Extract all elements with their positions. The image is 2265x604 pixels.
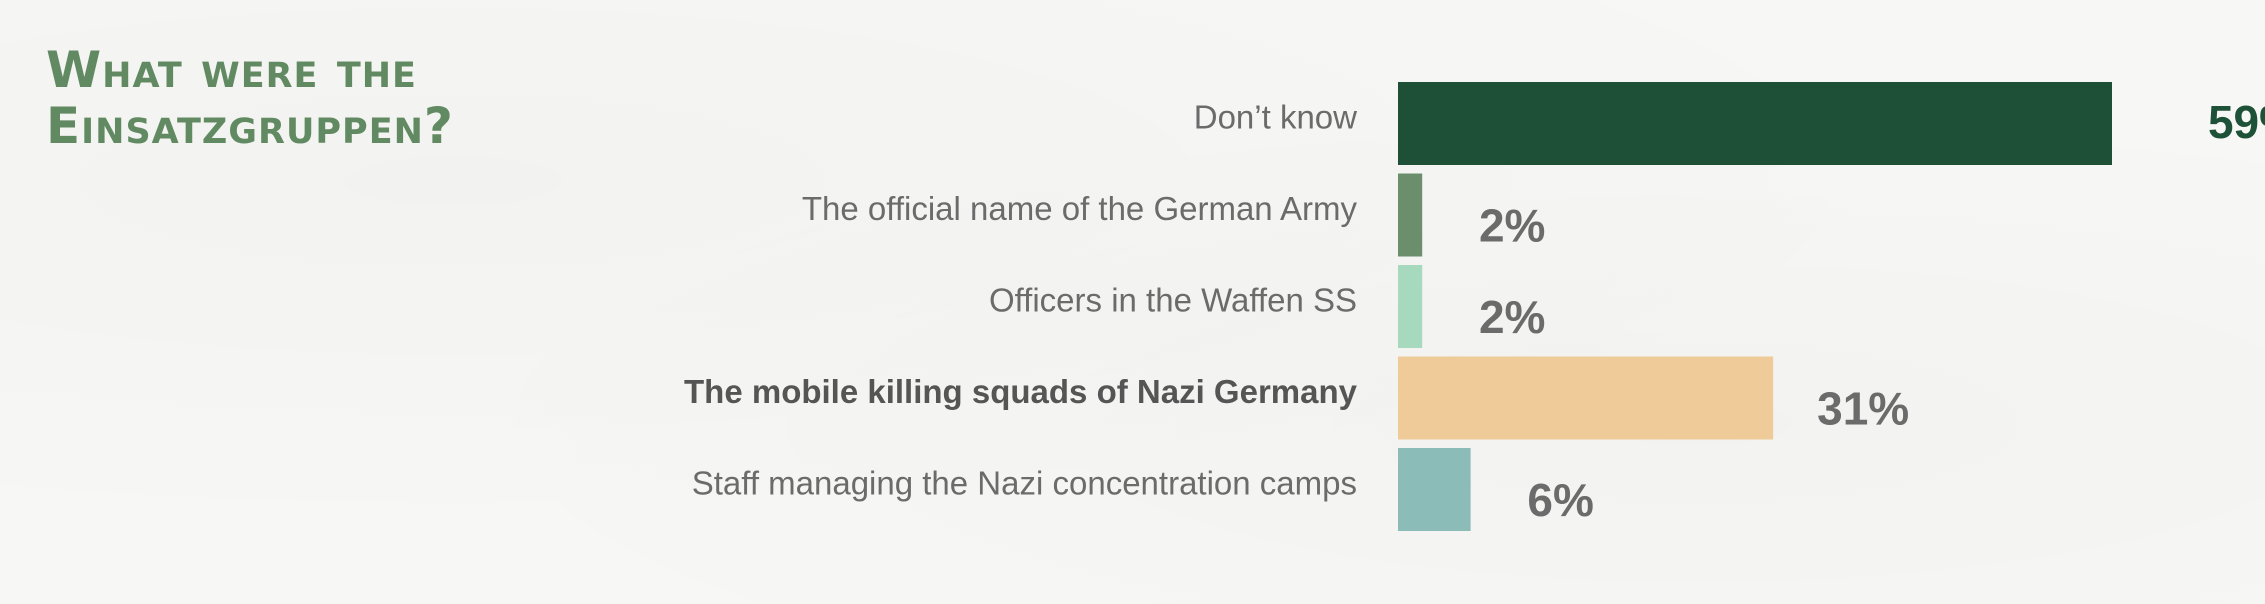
bar-1 xyxy=(1398,82,2112,165)
value-label-1: 59% xyxy=(2208,96,2265,148)
value-label-4: 31% xyxy=(1817,383,1909,435)
category-label-3: Officers in the Waffen SS xyxy=(989,282,1357,319)
category-label-4: The mobile killing squads of Nazi German… xyxy=(684,373,1358,410)
category-label-2: The official name of the German Army xyxy=(802,190,1358,227)
category-label-5: Staff managing the Nazi concentration ca… xyxy=(692,465,1357,502)
title-line-1: What were the xyxy=(46,41,417,99)
title-line-2: Einsatzgruppen? xyxy=(46,97,454,155)
value-label-3: 2% xyxy=(1479,291,1545,343)
chart-title: What were the Einsatzgruppen? xyxy=(46,42,646,154)
category-label-1: Don’t know xyxy=(1194,99,1357,136)
bar-3 xyxy=(1398,265,1423,348)
value-label-2: 2% xyxy=(1479,200,1545,252)
value-label-5: 6% xyxy=(1527,474,1593,526)
bar-4 xyxy=(1398,356,1774,440)
bar-2 xyxy=(1398,173,1423,257)
bar-5 xyxy=(1398,448,1471,531)
